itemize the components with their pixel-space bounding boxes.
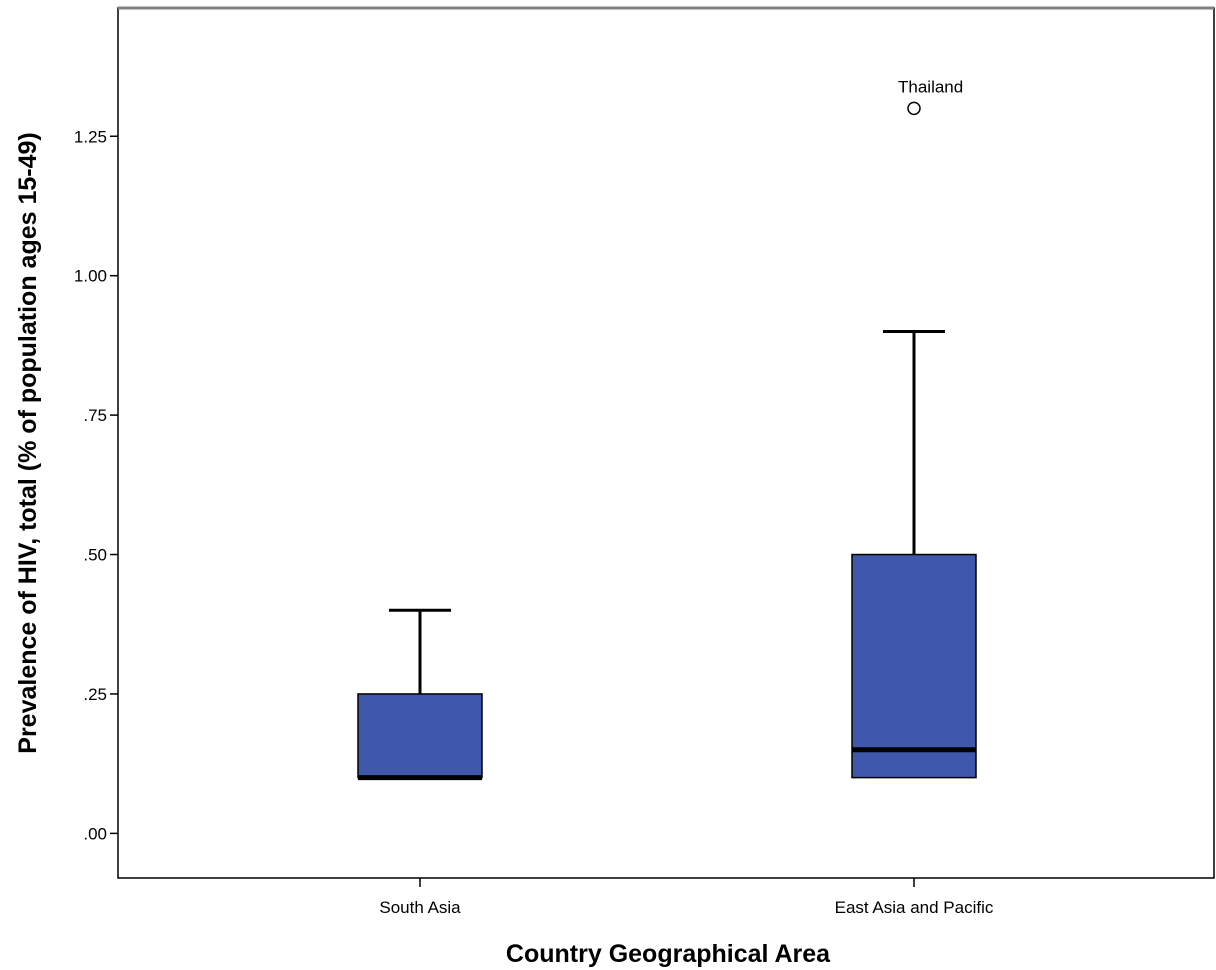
- y-tick-label: 1.25: [74, 127, 107, 146]
- outlier-label: Thailand: [898, 77, 963, 96]
- plot-frame: [117, 7, 1215, 879]
- box-group: Thailand: [851, 77, 977, 779]
- y-tick-label: .00: [83, 824, 107, 843]
- box-series: Thailand: [357, 77, 977, 781]
- x-axis: South Asia East Asia and Pacific: [379, 878, 994, 917]
- y-axis-title: Prevalence of HIV, total (% of populatio…: [14, 132, 42, 753]
- box-iqr: [851, 553, 977, 779]
- x-axis-title: Country Geographical Area: [506, 940, 831, 968]
- box-iqr: [357, 693, 483, 779]
- y-axis: .00 .25 .50 .75 1.00 1.25: [74, 127, 118, 843]
- box-group: [357, 608, 483, 781]
- outlier-point: [907, 101, 921, 116]
- y-tick-label: .75: [83, 406, 107, 425]
- y-tick-label: .50: [83, 546, 107, 565]
- y-tick-label: 1.00: [74, 267, 107, 286]
- y-tick-label: .25: [83, 685, 107, 704]
- x-category-label: South Asia: [379, 898, 461, 917]
- x-category-label: East Asia and Pacific: [835, 898, 994, 917]
